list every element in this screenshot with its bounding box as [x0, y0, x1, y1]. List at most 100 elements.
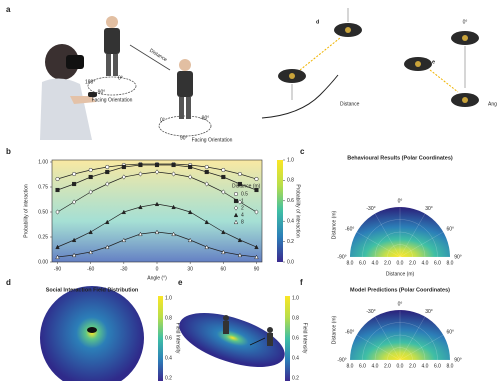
y-tick-label: 0.25	[38, 234, 48, 240]
distance-tick-label: 2.0	[384, 260, 391, 266]
x-tick-label: -30	[120, 266, 127, 272]
angle-label: 90°	[454, 357, 462, 363]
colorbar	[277, 160, 283, 262]
point	[56, 177, 60, 181]
distance-tick-label: 0.0	[397, 260, 404, 266]
angle-label: 0°	[398, 301, 403, 307]
panel-title: Behavioural Results (Polar Coordinates)	[347, 155, 453, 161]
x-tick-label: 60	[221, 266, 227, 272]
diagram-e	[404, 31, 479, 107]
colorbar-tick-label: 1.0	[287, 157, 294, 163]
angle-label: -30°	[366, 309, 375, 315]
x-tick-label: 30	[187, 266, 193, 272]
plot-background	[52, 160, 262, 262]
colorbar-tick-label: 0.0	[287, 259, 294, 265]
colorbar-tick-label: 0.6	[165, 335, 172, 341]
y-axis-title: Distance (m)	[331, 210, 337, 239]
label: -90°	[96, 89, 105, 95]
distance-tick-label: 2.0	[384, 363, 391, 369]
legend-label: 0.5	[241, 191, 248, 197]
point	[188, 165, 192, 169]
avatar-right	[159, 59, 211, 136]
distance-tick-label: 0.0	[397, 363, 404, 369]
label: 0°	[118, 75, 123, 81]
distance-tick-label: 2.0	[409, 363, 416, 369]
panel-label: d	[6, 278, 11, 287]
distance-tick-label: 6.0	[359, 363, 366, 369]
angle-label: 90°	[454, 254, 462, 260]
legend-marker	[234, 192, 238, 196]
distance-tick-label: 8.0	[447, 363, 454, 369]
distance-tick-label: 8.0	[447, 260, 454, 266]
point	[255, 188, 259, 192]
distance-tick-label: 8.0	[347, 260, 354, 266]
distance-tick-label: 4.0	[422, 260, 429, 266]
angle-label: -90°	[337, 254, 346, 260]
colorbar-tick-label: 0.2	[292, 375, 299, 381]
field-heatmap	[40, 286, 144, 381]
angle-label: -90°	[337, 357, 346, 363]
point	[172, 163, 176, 167]
panel-title: Model Predictions (Polar Coordinates)	[350, 287, 450, 293]
label: 0°	[463, 19, 468, 25]
colorbar-tick-label: 0.8	[287, 178, 294, 184]
point	[72, 182, 76, 186]
colorbar-tick-label: 0.6	[292, 335, 299, 341]
point	[222, 175, 226, 179]
y-axis-title: Probability of interaction	[23, 184, 29, 238]
legend-label: 4	[241, 212, 244, 218]
panel-title: Social Interaction Field Distribution	[46, 287, 139, 293]
distance-tick-label: 4.0	[372, 260, 379, 266]
y-tick-label: 0.50	[38, 209, 48, 215]
x-axis-title: Angle (°)	[147, 275, 167, 281]
colorbar	[285, 296, 290, 381]
point	[139, 163, 143, 167]
colorbar-tick-label: 0.2	[165, 375, 172, 381]
panel-label: c	[300, 147, 305, 156]
legend-label: 8	[241, 219, 244, 225]
legend-label: 2	[241, 205, 244, 211]
label: Ang	[488, 101, 497, 107]
point	[255, 177, 259, 181]
vr-user	[40, 44, 97, 140]
point	[155, 163, 159, 167]
distance-tick-label: 6.0	[434, 260, 441, 266]
x-axis-title: Distance (m)	[386, 271, 415, 277]
panel-label: e	[178, 278, 183, 287]
point	[105, 170, 109, 174]
point	[122, 165, 126, 169]
panel-label: b	[6, 147, 11, 156]
distance-tick-label: 6.0	[359, 260, 366, 266]
x-tick-label: 0	[156, 266, 159, 272]
colorbar-title: Field Intensity	[302, 323, 308, 354]
colorbar-tick-label: 0.4	[165, 355, 172, 361]
distance-tick-label: 4.0	[372, 363, 379, 369]
sub-label: e	[432, 59, 435, 65]
distance-tick-label: 6.0	[434, 363, 441, 369]
colorbar-tick-label: 0.6	[287, 198, 294, 204]
point	[89, 175, 93, 179]
panel-label: a	[6, 5, 11, 14]
distance-tick-label: 8.0	[347, 363, 354, 369]
point	[105, 165, 109, 169]
label: Distance	[340, 101, 360, 107]
field-surface	[173, 302, 291, 378]
colorbar-tick-label: 1.0	[292, 295, 299, 301]
y-tick-label: 0.00	[38, 259, 48, 265]
x-tick-label: 90	[254, 266, 260, 272]
label: -90°	[200, 115, 209, 121]
distance-tick-label: 4.0	[422, 363, 429, 369]
distance-tick-label: 2.0	[409, 260, 416, 266]
angle-label: 30°	[425, 309, 433, 315]
angle-label: 0°	[398, 198, 403, 204]
angle-label: -30°	[366, 206, 375, 212]
point	[56, 188, 60, 192]
colorbar	[158, 296, 163, 381]
colorbar-tick-label: 0.8	[292, 315, 299, 321]
point	[238, 182, 242, 186]
point	[72, 172, 76, 176]
point	[238, 172, 242, 176]
panel-label: f	[300, 278, 303, 287]
agent-icon	[87, 327, 97, 333]
angle-label: 60°	[446, 226, 454, 232]
